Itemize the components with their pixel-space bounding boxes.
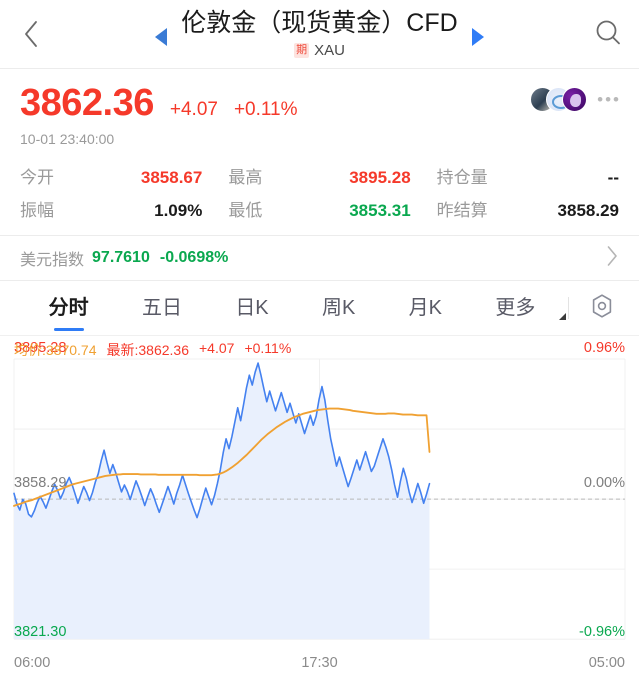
axis-pct-low: -0.96%: [579, 624, 625, 640]
search-icon: [594, 18, 622, 51]
stats-row: 振幅 1.09% 最低 3853.31 昨结算 3858.29: [20, 192, 619, 225]
stat-label: 持仓量: [436, 168, 488, 187]
axis-price-mid: 3858.29: [14, 475, 67, 491]
statistics-grid: 今开 3858.67 最高 3895.28 持仓量 -- 振幅 1.09% 最低…: [0, 155, 639, 235]
tab-daily-k[interactable]: 日K: [209, 281, 296, 335]
chart-period-tabs: 分时 五日 日K 周K 月K 更多: [0, 281, 639, 335]
chevron-left-icon: [22, 19, 40, 49]
stat-open: 今开 3858.67: [20, 163, 228, 188]
back-button[interactable]: [0, 0, 62, 68]
dollar-index-bar[interactable]: 美元指数 97.7610 -0.0698%: [0, 235, 639, 281]
price-row: 3862.36 +4.07 +0.11%: [20, 81, 619, 125]
tab-label: 五日: [141, 297, 182, 319]
symbol-title-block: 伦敦金（现货黄金）CFD 期 XAU: [181, 8, 458, 59]
dollar-index-label: 美元指数: [20, 252, 85, 269]
search-button[interactable]: [577, 0, 639, 68]
price-section: 3862.36 +4.07 +0.11% 10-01 23:40:00 •••: [0, 69, 639, 155]
tab-monthly-k[interactable]: 月K: [382, 281, 469, 335]
last-price: 3862.36: [20, 82, 154, 124]
chart-time-axis: 06:00 17:30 05:00: [0, 655, 639, 677]
stat-value: --: [607, 168, 619, 187]
stat-label: 最低: [228, 201, 263, 220]
time-tick-middle: 17:30: [301, 655, 338, 671]
tab-label: 周K: [321, 297, 356, 319]
tab-label: 更多: [495, 297, 536, 319]
stat-label: 今开: [20, 168, 54, 187]
symbol-subtitle: 期 XAU: [294, 41, 345, 59]
settings-gear-icon: [589, 293, 615, 324]
ellipsis-icon[interactable]: •••: [597, 89, 621, 109]
stat-value: 3858.67: [140, 168, 203, 187]
navbar-divider: [0, 68, 639, 69]
time-tick-end: 05:00: [588, 655, 625, 671]
tabs-divider: [568, 297, 569, 319]
stat-high: 最高 3895.28: [228, 163, 436, 188]
axis-price-low: 3821.30: [14, 624, 67, 640]
legend-change-percent: +0.11%: [244, 340, 292, 356]
axis-pct-high: 0.96%: [583, 340, 625, 356]
tab-label: 日K: [235, 297, 269, 319]
price-change: +4.07: [169, 99, 218, 120]
stat-low: 最低 3853.31: [228, 196, 436, 221]
avatar[interactable]: [562, 87, 588, 112]
axis-price-high: 3895.28: [14, 340, 67, 356]
navigation-bar: 伦敦金（现货黄金）CFD 期 XAU: [0, 0, 639, 68]
triangle-right-icon[interactable]: [471, 28, 484, 46]
stats-row: 今开 3858.67 最高 3895.28 持仓量 --: [20, 159, 619, 192]
chart-svg: [13, 358, 626, 640]
legend-average: 均价:3870.74: [14, 342, 97, 358]
tab-fenshi[interactable]: 分时: [22, 281, 115, 335]
chart-plot-area: [0, 336, 639, 681]
stat-label: 昨结算: [436, 201, 488, 220]
stat-value: 3858.29: [557, 201, 619, 220]
symbol-code: XAU: [314, 41, 345, 59]
price-change-percent: +0.11%: [233, 99, 298, 120]
quote-timestamp: 10-01 23:40:00: [20, 131, 115, 147]
triangle-left-icon[interactable]: [155, 28, 168, 46]
tab-label: 月K: [408, 297, 442, 319]
stat-label: 振幅: [20, 201, 54, 220]
tab-more[interactable]: 更多: [469, 281, 566, 335]
chart-settings-button[interactable]: [581, 281, 623, 335]
page-title: 伦敦金（现货黄金）CFD: [181, 8, 458, 37]
tab-active-indicator: [53, 328, 84, 331]
legend-last: 最新:3862.36: [106, 342, 190, 358]
axis-pct-mid: 0.00%: [583, 475, 625, 491]
dollar-index-value: 97.7610: [92, 249, 150, 266]
stat-value: 3853.31: [349, 201, 411, 220]
tab-weekly-k[interactable]: 周K: [295, 281, 382, 335]
viewer-avatars: •••: [530, 87, 621, 112]
stat-label: 最高: [228, 168, 263, 187]
stat-open-interest: 持仓量 --: [437, 163, 619, 188]
dollar-index-percent: -0.0698%: [159, 249, 229, 266]
tab-five-day[interactable]: 五日: [115, 281, 208, 335]
symbol-switcher: 伦敦金（现货黄金）CFD 期 XAU: [62, 0, 577, 68]
stat-prev-settlement: 昨结算 3858.29: [437, 196, 619, 221]
legend-change: +4.07: [199, 340, 235, 356]
stat-amplitude: 振幅 1.09%: [20, 196, 228, 221]
futures-badge: 期: [294, 42, 310, 58]
caret-corner-icon: [559, 313, 566, 320]
chevron-right-icon: [606, 244, 619, 273]
time-tick-start: 06:00: [14, 655, 51, 671]
chart-legend: 均价:3870.74 最新:3862.36 +4.07 +0.11%: [14, 340, 291, 360]
stat-value: 1.09%: [154, 201, 203, 220]
stat-value: 3895.28: [349, 168, 411, 187]
intraday-chart[interactable]: 均价:3870.74 最新:3862.36 +4.07 +0.11% 3895.…: [0, 335, 639, 681]
tab-label: 分时: [48, 297, 89, 319]
